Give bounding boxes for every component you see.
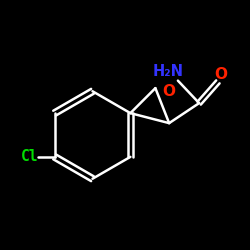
- Text: H₂N: H₂N: [152, 64, 184, 80]
- Text: Cl: Cl: [21, 149, 38, 164]
- Text: O: O: [163, 84, 176, 99]
- Text: O: O: [214, 67, 227, 82]
